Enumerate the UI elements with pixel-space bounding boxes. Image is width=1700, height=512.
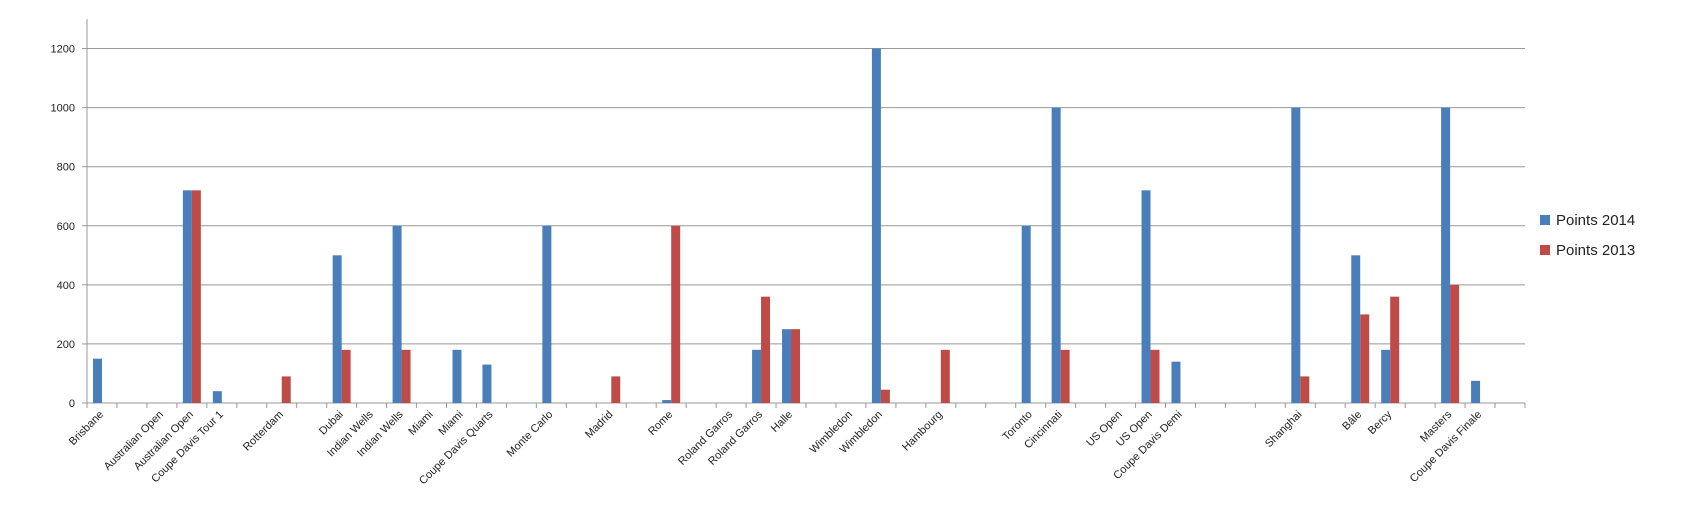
x-tick-label: Hambourg (900, 409, 945, 454)
bar (1300, 376, 1310, 403)
x-tick-label: Bercy (1366, 408, 1395, 437)
bar (182, 190, 192, 403)
x-tick-label: Halle (769, 409, 795, 435)
bar (1060, 349, 1070, 403)
bar (662, 400, 672, 403)
bar (1291, 107, 1301, 403)
bar (92, 358, 102, 403)
x-tick-label: Miami (406, 409, 435, 438)
bar (782, 329, 792, 403)
bar (452, 349, 462, 403)
y-tick-label: 0 (69, 398, 75, 410)
y-tick-label: 1200 (51, 44, 75, 56)
y-tick-label: 1000 (51, 103, 75, 115)
bar (880, 389, 890, 403)
bar (671, 225, 681, 403)
legend-label: Points 2013 (1556, 242, 1635, 259)
y-tick-label: 800 (57, 162, 75, 174)
bar (611, 376, 621, 403)
x-tick-label: Roland Garros (706, 408, 765, 467)
y-tick-label: 400 (57, 280, 75, 292)
y-tick-label: 200 (57, 339, 75, 351)
bar (791, 329, 801, 403)
bar (191, 190, 201, 403)
bar (1351, 255, 1361, 403)
bar (1360, 314, 1370, 403)
y-tick-label: 600 (57, 221, 75, 233)
bar (332, 255, 342, 403)
bar (940, 349, 950, 403)
bar (1021, 225, 1031, 403)
bar (1150, 349, 1160, 403)
x-tick-label: Rome (646, 409, 675, 438)
bar (752, 349, 762, 403)
bar (392, 225, 402, 403)
bar (1381, 349, 1391, 403)
x-tick-label: Brisbane (67, 409, 106, 448)
x-tick-label: Bâle (1340, 409, 1364, 433)
bar (281, 376, 291, 403)
bar (542, 225, 552, 403)
x-tick-label: Madrid (583, 409, 615, 441)
bar (1141, 190, 1151, 403)
legend-label: Points 2014 (1556, 212, 1635, 229)
bar (1051, 107, 1061, 403)
x-tick-label: Monte Carlo (505, 409, 556, 460)
bar (1171, 361, 1181, 403)
legend-swatch (1540, 215, 1550, 225)
bar (761, 296, 771, 403)
bar (1471, 380, 1481, 403)
bar (1450, 284, 1460, 403)
x-tick-label: Rotterdam (241, 409, 286, 454)
bar (1441, 107, 1451, 403)
x-tick-label: Shanghai (1263, 409, 1304, 450)
bar (482, 364, 492, 403)
bar (871, 48, 881, 404)
bar (1390, 296, 1400, 403)
bar (212, 391, 222, 403)
bar (341, 349, 351, 403)
bar (401, 349, 411, 403)
legend-swatch (1540, 245, 1550, 255)
